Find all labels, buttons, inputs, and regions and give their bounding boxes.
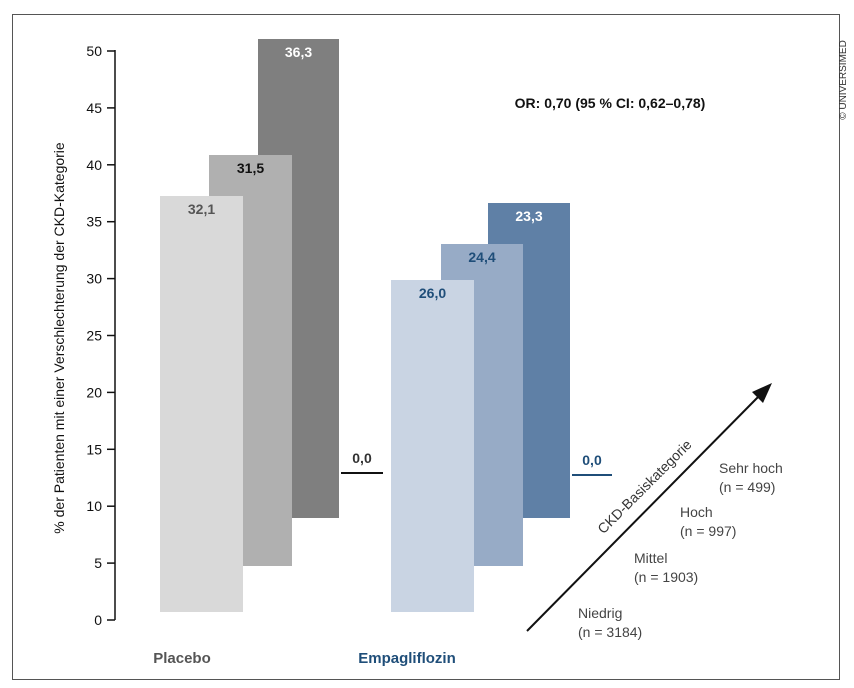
y-tick-label: 40 — [86, 157, 102, 173]
depth-category-mittel: Mittel — [634, 550, 667, 566]
depth-n-sehr-hoch: (n = 499) — [719, 479, 775, 495]
bar-empagliflozin-1 — [391, 280, 474, 612]
group-label-empagliflozin: Empagliflozin — [358, 650, 456, 667]
y-tick-label: 0 — [94, 612, 102, 628]
y-tick-label: 10 — [86, 498, 102, 514]
depth-category-sehr-hoch: Sehr hoch — [719, 460, 783, 476]
y-tick-label: 15 — [86, 441, 102, 457]
data-label: 0,0 — [352, 450, 372, 466]
copyright: © UNIVERSIMED — [838, 40, 849, 120]
depth-category-hoch: Hoch — [680, 504, 713, 520]
data-label: 26,0 — [419, 285, 446, 301]
data-label: 32,1 — [188, 201, 215, 217]
data-label: 0,0 — [582, 452, 602, 468]
depth-axis-arrow-line — [526, 394, 761, 632]
data-label: 23,3 — [515, 208, 542, 224]
group-label-placebo: Placebo — [153, 650, 211, 667]
y-tick-label: 30 — [86, 271, 102, 287]
y-tick-label: 25 — [86, 328, 102, 344]
data-label: 24,4 — [468, 249, 495, 265]
y-axis-title: % der Patienten mit einer Verschlechteru… — [51, 142, 67, 534]
bars: 0,0 36,3 31,5 32,1 0,0 23,3 24,4 26,0 — [160, 39, 612, 612]
y-tick-label: 20 — [86, 384, 102, 400]
data-label: 36,3 — [285, 44, 312, 60]
y-tick-label: 45 — [86, 100, 102, 116]
depth-n-hoch: (n = 997) — [680, 523, 736, 539]
arrowhead-icon — [752, 383, 772, 403]
y-tick-label: 35 — [86, 214, 102, 230]
or-annotation: OR: 0,70 (95 % CI: 0,62–0,78) — [515, 95, 706, 111]
data-label: 31,5 — [237, 160, 264, 176]
depth-n-mittel: (n = 1903) — [634, 569, 698, 585]
depth-n-niedrig: (n = 3184) — [578, 624, 642, 640]
y-axis: 0 5 10 15 20 25 30 35 40 45 50 — [86, 43, 116, 628]
y-tick-label: 5 — [94, 555, 102, 571]
depth-category-niedrig: Niedrig — [578, 605, 622, 621]
bar-placebo-1 — [160, 196, 243, 612]
y-tick-label: 50 — [86, 43, 102, 59]
